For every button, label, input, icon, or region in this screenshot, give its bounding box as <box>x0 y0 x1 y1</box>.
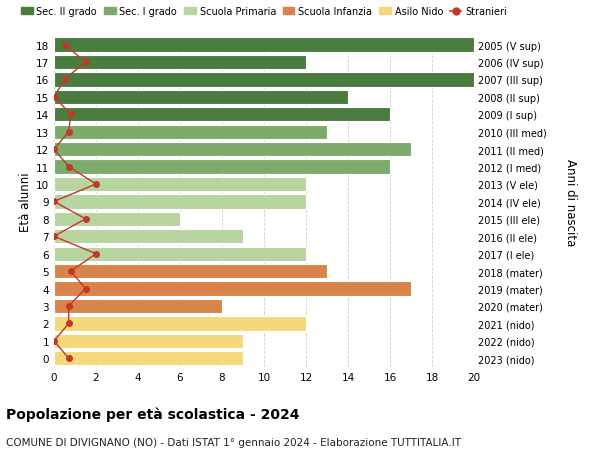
Bar <box>54 178 306 192</box>
Point <box>49 233 59 241</box>
Point <box>64 163 74 171</box>
Point <box>49 146 59 153</box>
Bar <box>54 334 243 348</box>
Bar <box>54 264 327 279</box>
Bar <box>54 247 306 261</box>
Point <box>80 285 91 292</box>
Bar <box>54 143 411 157</box>
Bar <box>54 195 306 209</box>
Bar <box>54 352 243 366</box>
Bar <box>54 212 180 226</box>
Bar <box>54 38 474 52</box>
Bar <box>54 299 222 313</box>
Point <box>80 59 91 67</box>
Bar <box>54 282 411 296</box>
Point <box>64 302 74 310</box>
Bar <box>54 90 348 105</box>
Point <box>80 216 91 223</box>
Bar <box>54 160 390 174</box>
Point <box>64 320 74 327</box>
Bar <box>54 108 390 122</box>
Y-axis label: Anni di nascita: Anni di nascita <box>563 158 577 246</box>
Point <box>64 129 74 136</box>
Point <box>49 94 59 101</box>
Bar <box>54 73 474 87</box>
Point <box>66 268 76 275</box>
Legend: Sec. II grado, Sec. I grado, Scuola Primaria, Scuola Infanzia, Asilo Nido, Stran: Sec. II grado, Sec. I grado, Scuola Prim… <box>21 7 507 17</box>
Bar <box>54 230 243 244</box>
Point <box>49 337 59 345</box>
Bar <box>54 125 327 140</box>
Bar <box>54 317 306 331</box>
Point <box>66 112 76 119</box>
Bar <box>54 56 306 70</box>
Text: COMUNE DI DIVIGNANO (NO) - Dati ISTAT 1° gennaio 2024 - Elaborazione TUTTITALIA.: COMUNE DI DIVIGNANO (NO) - Dati ISTAT 1°… <box>6 437 461 447</box>
Point <box>60 77 70 84</box>
Point <box>49 198 59 206</box>
Point <box>60 42 70 49</box>
Point <box>91 181 101 188</box>
Text: Popolazione per età scolastica - 2024: Popolazione per età scolastica - 2024 <box>6 406 299 421</box>
Y-axis label: Età alunni: Età alunni <box>19 172 32 232</box>
Point <box>64 355 74 362</box>
Point <box>91 251 101 258</box>
